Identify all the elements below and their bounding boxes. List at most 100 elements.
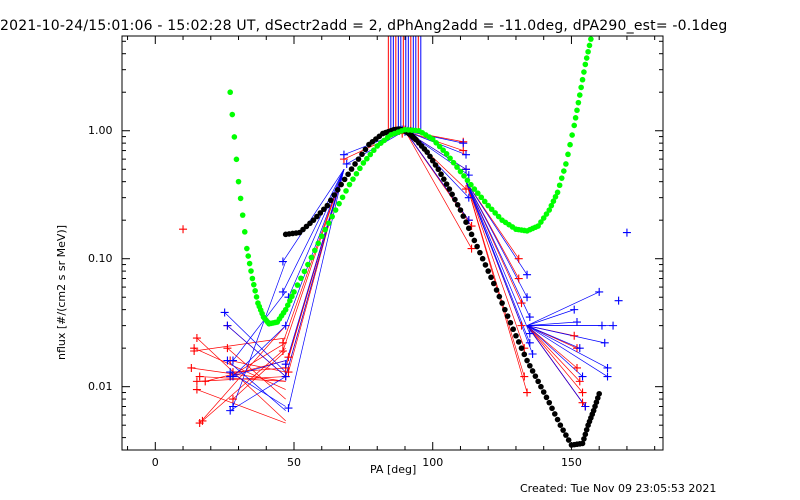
black-curve-dot [493, 287, 500, 293]
red-plus-marker [195, 372, 204, 381]
blue-plus-marker [614, 296, 623, 305]
axes [121, 35, 664, 451]
blue-link-line [465, 181, 531, 318]
black-curve-dot [488, 274, 494, 281]
green-curve-dot [556, 182, 563, 189]
green-curve-dot [478, 194, 485, 201]
green-curve-dot [495, 213, 502, 220]
green-curve-dot [287, 297, 293, 304]
black-curve-dot [557, 422, 564, 428]
green-curve-dot [235, 178, 242, 185]
green-curve-dot [364, 155, 370, 162]
black-curve-dot [524, 357, 530, 364]
green-curve-dot [471, 186, 478, 192]
x-tick-label: 50 [287, 456, 301, 469]
green-curve-dot [543, 211, 550, 217]
x-tick-label: 100 [422, 456, 444, 469]
green-curve-dot [454, 164, 460, 170]
black-curve-dot [515, 339, 522, 345]
black-curve-dot [314, 213, 320, 220]
blue-plus-marker [603, 372, 612, 381]
blue-link-line [288, 169, 345, 409]
green-curve-dot [550, 198, 557, 205]
data-markers [179, 36, 631, 448]
green-curve-dot [289, 293, 295, 300]
blue-plus-marker [464, 193, 473, 202]
plot-frame [121, 35, 664, 451]
black-curve-dot [429, 157, 436, 164]
red-link-line [526, 325, 578, 369]
blue-link-line [230, 360, 286, 377]
blue-plus-marker [281, 372, 290, 381]
green-curve-dot [343, 188, 349, 194]
blue-plus-marker [462, 165, 471, 174]
blue-link-line [527, 321, 578, 326]
blue-plus-marker [578, 372, 587, 381]
black-curve-dot [513, 332, 519, 339]
blue-link-line [526, 309, 575, 326]
green-curve-dot [312, 247, 318, 254]
blue-plus-marker [523, 293, 532, 302]
green-curve-dot [233, 156, 240, 163]
blue-plus-marker [523, 270, 532, 279]
blue-plus-marker [570, 305, 579, 314]
red-plus-marker [198, 416, 207, 425]
black-curve-dot [460, 213, 467, 219]
green-curve-dot [548, 202, 555, 209]
black-curve-dot [490, 280, 497, 287]
red-link-line [526, 325, 581, 382]
black-curve-dot [549, 405, 555, 412]
black-curve-dot [463, 219, 469, 226]
black-curve-dot [438, 171, 444, 178]
black-curve-dot [496, 293, 503, 300]
black-curve-dot [510, 326, 516, 333]
red-link-line [196, 389, 286, 424]
green-curve-dot [360, 160, 367, 166]
red-plus-marker [523, 388, 532, 397]
red-link-line [199, 325, 286, 424]
black-curve-dot [527, 362, 533, 369]
green-curve-dot [492, 210, 498, 216]
green-curve-dot [588, 36, 594, 42]
green-curve-dot [318, 233, 325, 239]
black-curve-dot [593, 399, 600, 405]
black-curve-dot [359, 151, 365, 158]
green-curve-dot [558, 175, 565, 181]
black-curve-dot [427, 153, 433, 160]
blue-plus-marker [581, 402, 590, 411]
green-curve-dot [468, 181, 474, 188]
green-curve-dot [579, 76, 586, 83]
blue-link-line [232, 261, 287, 407]
red-plus-marker [514, 274, 523, 283]
x-tick-label: 0 [151, 456, 159, 469]
black-curve-dot [521, 351, 528, 358]
black-curve-dot [449, 191, 455, 198]
red-plus-marker [284, 353, 293, 362]
blue-link-line [230, 371, 286, 407]
y-axis-label: nflux [#/(cm2 s sr MeV)] [55, 225, 68, 360]
blue-plus-marker [622, 228, 631, 237]
blue-link-line [465, 181, 531, 334]
blue-link-line [526, 291, 600, 326]
blue-link-line [285, 169, 345, 365]
blue-plus-marker [278, 257, 287, 266]
red-link-line [526, 325, 583, 393]
black-curve-dot [504, 313, 511, 319]
blue-plus-marker [528, 350, 537, 359]
x-tick-label: 150 [560, 456, 582, 469]
blue-link-line [232, 291, 286, 361]
green-curve-dot [567, 141, 573, 148]
red-plus-marker [467, 244, 476, 253]
black-curve-dot [540, 389, 547, 395]
red-plus-marker [187, 363, 196, 372]
black-curve-dot [485, 268, 492, 274]
red-plus-marker [578, 388, 587, 397]
blue-plus-marker [600, 338, 609, 347]
green-curve-dot [575, 99, 582, 106]
green-curve-dot [339, 194, 346, 201]
black-curve-dot [552, 411, 558, 417]
green-curve-dot [229, 111, 236, 118]
green-curve-dot [253, 294, 260, 300]
black-curve-dot [355, 156, 362, 162]
